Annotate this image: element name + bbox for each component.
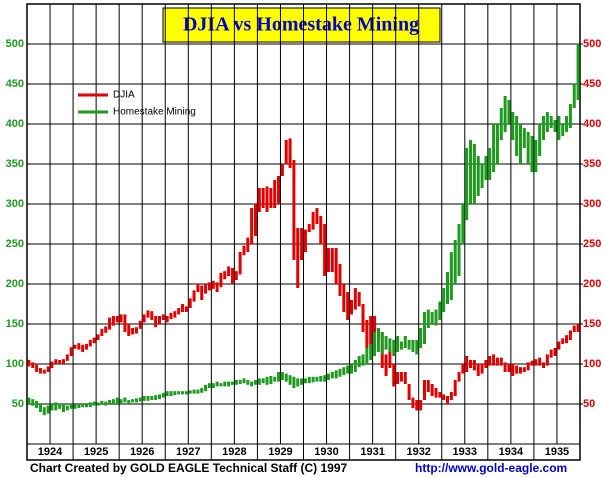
x-tick-label: 1935 xyxy=(545,446,569,458)
x-tick-label: 1932 xyxy=(406,446,430,458)
x-tick-label: 1934 xyxy=(499,446,524,458)
x-tick-label: 1933 xyxy=(453,446,477,458)
title-box xyxy=(162,7,441,43)
x-tick-label: 1927 xyxy=(176,446,200,458)
y-tick-label: 100 xyxy=(6,358,24,370)
y-tick-label: 450 xyxy=(6,78,24,90)
x-tick-label: 1929 xyxy=(268,446,292,458)
y2-tick-label: 150 xyxy=(583,318,601,330)
x-tick-label: 1924 xyxy=(38,446,63,458)
y-tick-label: 200 xyxy=(6,278,24,290)
y-tick-label: 350 xyxy=(6,158,24,170)
y2-tick-label: 400 xyxy=(583,118,601,130)
legend-label: DJIA xyxy=(113,90,135,101)
x-tick-label: 1931 xyxy=(360,446,384,458)
legend-label: Homestake Mining xyxy=(113,107,196,118)
y-tick-label: 150 xyxy=(6,318,24,330)
y2-tick-label: 300 xyxy=(583,198,601,210)
y-tick-label: 500 xyxy=(6,38,24,50)
y2-tick-label: 200 xyxy=(583,278,601,290)
y2-tick-label: 100 xyxy=(583,358,601,370)
y-tick-label: 400 xyxy=(6,118,24,130)
y-tick-label: 50 xyxy=(12,398,24,410)
y2-tick-label: 50 xyxy=(583,398,595,410)
y2-tick-label: 450 xyxy=(583,78,601,90)
credit: Chart Created by GOLD EAGLE Technical St… xyxy=(30,461,348,475)
y-tick-label: 250 xyxy=(6,238,24,250)
y2-tick-label: 250 xyxy=(583,238,601,250)
x-tick-label: 1926 xyxy=(130,446,154,458)
x-tick-label: 1928 xyxy=(222,446,246,458)
y2-tick-label: 350 xyxy=(583,158,601,170)
chart-title: DJIA vs Homestake Mining xyxy=(183,14,419,36)
url: http://www.gold-eagle.com xyxy=(415,461,567,475)
x-tick-label: 1925 xyxy=(84,446,108,458)
y-tick-label: 300 xyxy=(6,198,24,210)
x-tick-label: 1930 xyxy=(314,446,338,458)
y2-tick-label: 500 xyxy=(583,38,601,50)
